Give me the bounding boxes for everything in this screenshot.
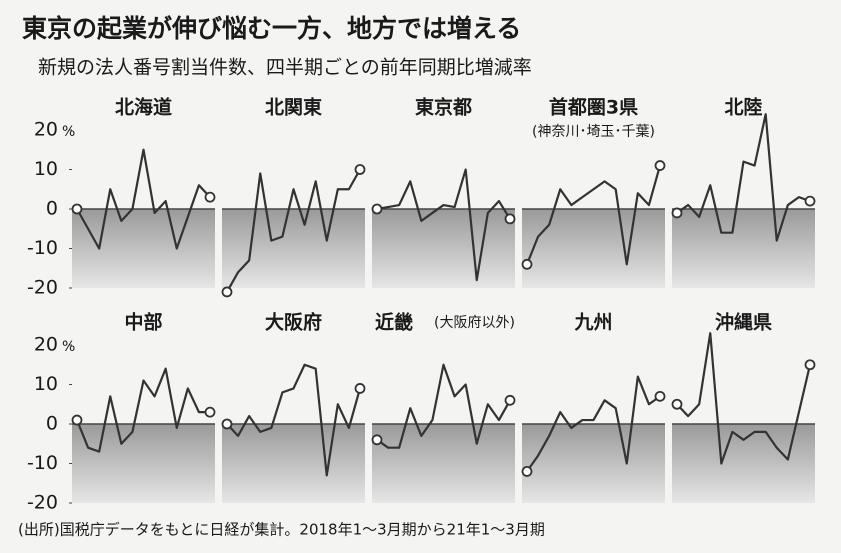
data-line <box>526 375 661 473</box>
negative-area <box>672 424 815 503</box>
end-point <box>504 213 516 225</box>
negative-area <box>372 209 515 288</box>
y-tick-label: 0 <box>46 413 58 435</box>
y-tick-label: 10 <box>34 373 58 395</box>
panel-title: 北関東 <box>265 96 322 119</box>
negative-area <box>72 424 215 503</box>
panel-title: 首都圏3県 <box>549 96 638 119</box>
panel-subtitle: (神奈川･埼玉･千葉) <box>532 124 655 140</box>
y-tick-label: -20 <box>27 492 58 514</box>
chart-title: 東京の起業が伸び悩む一方、地方では増える <box>22 14 521 43</box>
end-point <box>804 359 816 371</box>
negative-area <box>522 209 665 288</box>
panel-title: 北海道 <box>115 96 172 119</box>
negative-area <box>72 209 215 288</box>
data-line <box>376 168 511 282</box>
end-point <box>671 207 683 219</box>
end-point <box>354 383 366 394</box>
end-point <box>804 195 816 207</box>
end-point <box>371 434 383 446</box>
end-point <box>71 203 83 215</box>
panel-title: 九州 <box>573 312 612 334</box>
panel-title: 近畿 <box>375 311 413 334</box>
end-point <box>221 286 233 298</box>
data-line <box>525 165 662 266</box>
panel-title: 中部 <box>124 311 162 334</box>
y-tick-label: -20 <box>27 277 58 299</box>
negative-area <box>522 424 665 503</box>
data-line <box>76 148 211 250</box>
end-point <box>521 258 533 270</box>
end-point <box>654 390 666 402</box>
panel-subtitle: (大阪府以外) <box>434 315 515 331</box>
y-tick-label: 20 <box>34 334 58 356</box>
y-tick-label: -10 <box>27 237 58 259</box>
negative-area <box>222 424 365 503</box>
end-point <box>671 398 683 410</box>
data-line <box>226 168 361 293</box>
y-tick-label: 20 <box>34 119 58 141</box>
end-point <box>521 465 533 477</box>
data-line <box>676 332 812 465</box>
end-point <box>204 191 216 203</box>
y-tick-label: -10 <box>27 452 58 474</box>
data-line <box>75 367 210 453</box>
data-line <box>226 363 362 477</box>
chart-subtitle: 新規の法人番号割当件数、四半期ごとの前年同期比増減率 <box>38 57 532 79</box>
end-point <box>371 203 383 215</box>
negative-area <box>372 424 515 503</box>
y-tick-label: 0 <box>46 198 58 220</box>
end-point <box>71 414 83 426</box>
source-note: (出所)国税庁データをもとに日経が集計。2018年1～3月期から21年1～3月期 <box>18 521 545 539</box>
negative-area <box>222 209 365 288</box>
end-point <box>221 418 233 430</box>
data-line <box>676 113 811 242</box>
end-point <box>354 164 366 175</box>
y-unit: % <box>62 339 75 355</box>
y-unit: % <box>62 124 75 140</box>
end-point <box>504 394 516 406</box>
panel-title: 大阪府 <box>265 311 322 334</box>
negative-area <box>672 209 815 288</box>
end-point <box>204 406 216 418</box>
data-line <box>376 363 511 449</box>
end-point <box>654 160 666 171</box>
panel-title: 北陸 <box>724 96 762 119</box>
panel-title: 東京都 <box>415 96 472 119</box>
y-tick-label: 10 <box>34 158 58 180</box>
panel-title: 沖縄県 <box>715 311 772 334</box>
